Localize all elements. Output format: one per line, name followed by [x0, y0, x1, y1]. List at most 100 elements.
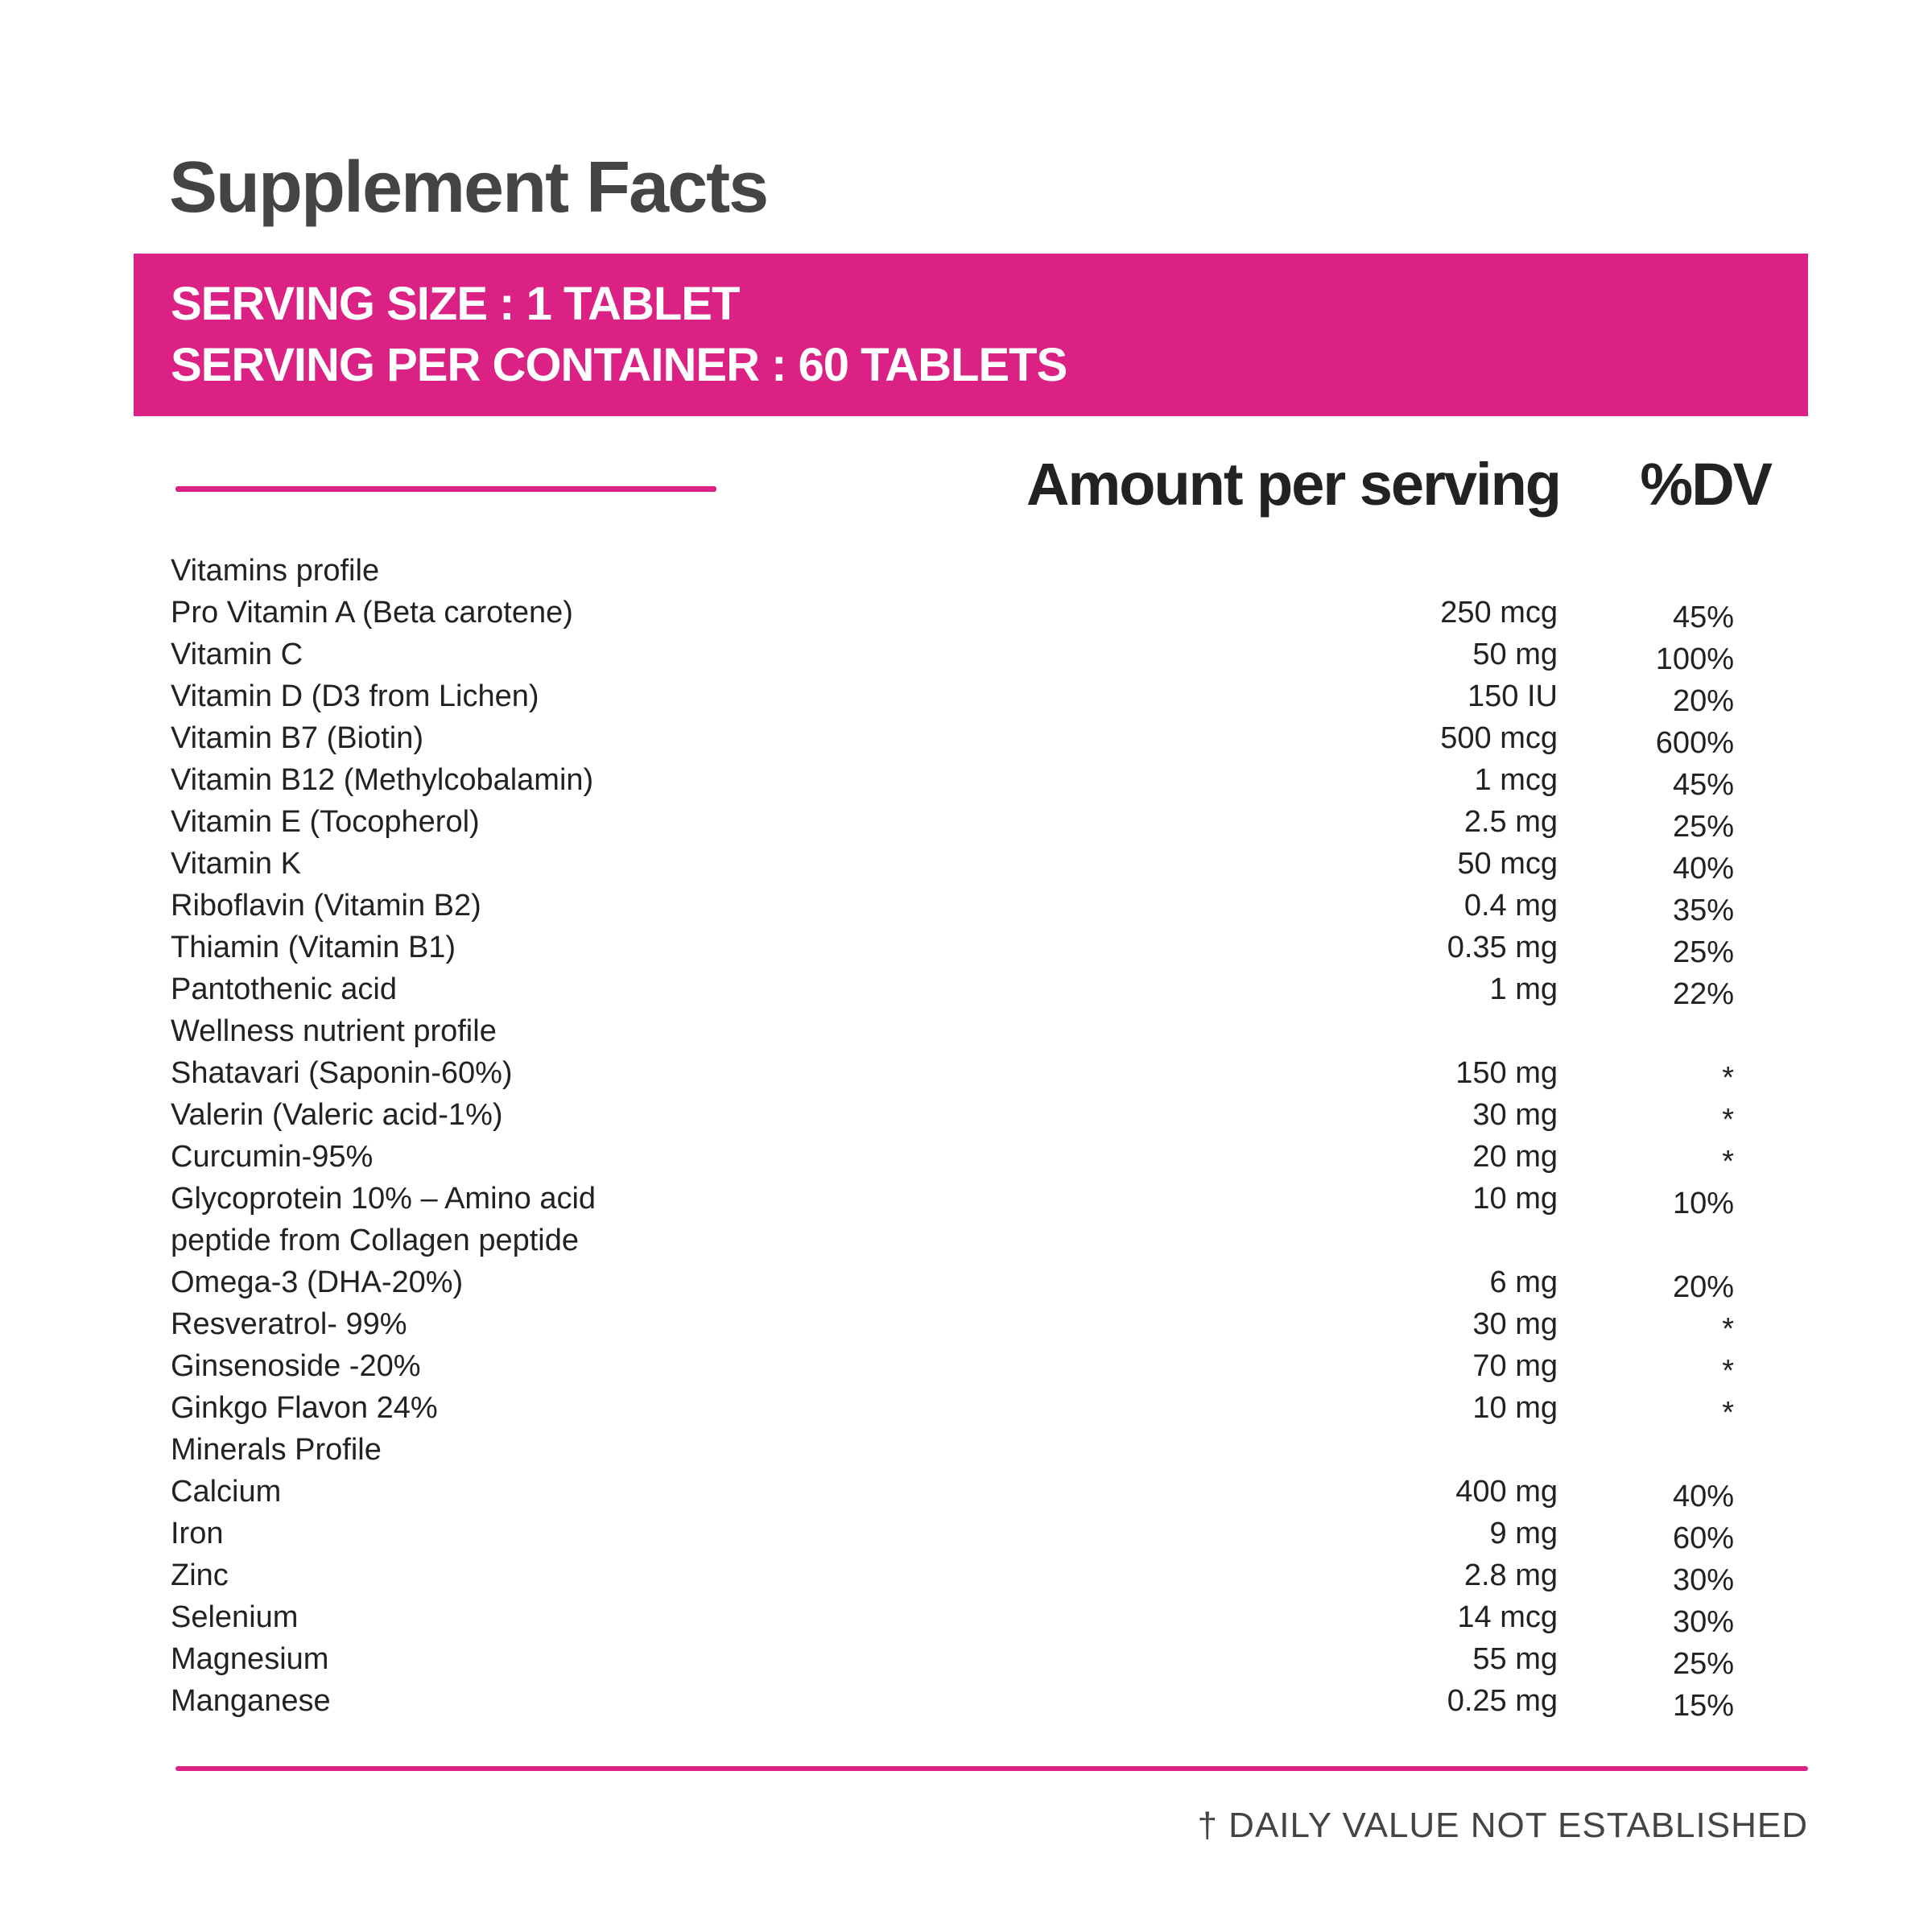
dv-value: 22% [1672, 977, 1734, 1011]
serving-size: SERVING SIZE : 1 TABLET [171, 278, 740, 330]
amount-value: 30 mg [1472, 1307, 1558, 1341]
table-row: Resveratrol- 99% 30 mg * [0, 1303, 1932, 1346]
nutrient-name: Iron [171, 1517, 224, 1550]
amount-value: 50 mcg [1457, 847, 1558, 881]
amount-value: 70 mg [1472, 1349, 1558, 1383]
dv-value: 45% [1672, 768, 1734, 802]
amount-value: 55 mg [1472, 1642, 1558, 1676]
nutrient-name: Resveratrol- 99% [171, 1307, 407, 1341]
dv-value: 25% [1672, 810, 1734, 844]
header-divider [175, 486, 716, 492]
table-row: Valerin (Valeric acid-1%) 30 mg * [0, 1094, 1932, 1137]
table-row: Magnesium 55 mg 25% [0, 1638, 1932, 1681]
table-row: Iron 9 mg 60% [0, 1513, 1932, 1555]
amount-value: 6 mg [1489, 1265, 1558, 1299]
dv-value: 40% [1672, 1480, 1734, 1513]
table-row: Glycoprotein 10% – Amino acid 10 mg 10% [0, 1178, 1932, 1220]
nutrient-name: Pantothenic acid [171, 972, 397, 1006]
nutrient-name: Shatavari (Saponin-60%) [171, 1056, 513, 1090]
amount-value: 0.25 mg [1447, 1684, 1558, 1718]
nutrient-name: Curcumin-95% [171, 1140, 374, 1174]
table-row: Thiamin (Vitamin B1) 0.35 mg 25% [0, 927, 1932, 969]
amount-value: 9 mg [1489, 1517, 1558, 1550]
dv-value: 60% [1672, 1521, 1734, 1555]
nutrient-name: Pro Vitamin A (Beta carotene) [171, 596, 573, 630]
amount-value: 2.5 mg [1463, 805, 1558, 839]
dv-value: * [1722, 1354, 1734, 1388]
amount-value: 400 mg [1455, 1475, 1558, 1509]
dv-value: * [1722, 1061, 1734, 1095]
table-row: Shatavari (Saponin-60%) 150 mg * [0, 1052, 1932, 1095]
table-row: Vitamin D (D3 from Lichen) 150 IU 20% [0, 675, 1932, 718]
amount-value: 0.4 mg [1463, 889, 1558, 923]
table-bottom-divider [175, 1766, 1808, 1771]
nutrient-name: Valerin (Valeric acid-1%) [171, 1098, 503, 1132]
nutrient-name: Calcium [171, 1475, 282, 1509]
amount-value: 10 mg [1472, 1391, 1558, 1425]
table-row: Ginsenoside -20% 70 mg * [0, 1345, 1932, 1388]
page-title: Supplement Facts [169, 147, 769, 228]
table-row: Vitamins profile [0, 550, 1932, 592]
table-row: Curcumin-95% 20 mg * [0, 1136, 1932, 1179]
nutrient-name: Ginkgo Flavon 24% [171, 1391, 438, 1425]
table-row: Ginkgo Flavon 24% 10 mg * [0, 1387, 1932, 1430]
nutrient-name: Vitamin B12 (Methylcobalamin) [171, 763, 594, 797]
nutrient-name: Selenium [171, 1600, 299, 1634]
nutrient-name: Glycoprotein 10% – Amino acid [171, 1182, 597, 1216]
dv-value: 30% [1672, 1563, 1734, 1597]
table-row: Selenium 14 mcg 30% [0, 1596, 1932, 1639]
dv-value: 600% [1655, 726, 1734, 760]
dv-value: 25% [1672, 935, 1734, 969]
nutrient-name: Ginsenoside -20% [171, 1349, 421, 1383]
dv-value: 20% [1672, 684, 1734, 718]
amount-value: 20 mg [1472, 1140, 1558, 1174]
dv-value: * [1722, 1396, 1734, 1430]
amount-value: 150 IU [1468, 679, 1558, 713]
amount-value: 30 mg [1472, 1098, 1558, 1132]
dv-value: 40% [1672, 852, 1734, 886]
dv-value: * [1722, 1145, 1734, 1179]
amount-value: 250 mcg [1440, 596, 1558, 630]
dv-value: * [1722, 1312, 1734, 1346]
amount-value: 150 mg [1455, 1056, 1558, 1090]
nutrient-name: Vitamin K [171, 847, 301, 881]
amount-value: 1 mg [1489, 972, 1558, 1006]
dv-value: 100% [1655, 642, 1734, 676]
dv-value: 15% [1672, 1689, 1734, 1723]
amount-value: 0.35 mg [1447, 931, 1558, 964]
dv-value: * [1722, 1103, 1734, 1137]
dv-value: 20% [1672, 1270, 1734, 1304]
table-row: Vitamin B7 (Biotin) 500 mcg 600% [0, 717, 1932, 760]
table-row: Calcium 400 mg 40% [0, 1471, 1932, 1513]
table-row: Vitamin B12 (Methylcobalamin) 1 mcg 45% [0, 759, 1932, 802]
nutrient-name: Thiamin (Vitamin B1) [171, 931, 456, 964]
table-row: Pro Vitamin A (Beta carotene) 250 mcg 45% [0, 592, 1932, 634]
nutrient-name: Riboflavin (Vitamin B2) [171, 889, 481, 923]
table-row: Manganese 0.25 mg 15% [0, 1680, 1932, 1723]
table-row: Omega-3 (DHA-20%) 6 mg 20% [0, 1261, 1932, 1304]
nutrient-name: peptide from Collagen peptide [171, 1224, 580, 1257]
nutrient-name: Vitamins profile [171, 554, 380, 588]
table-row: peptide from Collagen peptide [0, 1220, 1932, 1261]
nutrient-name: Magnesium [171, 1642, 329, 1676]
amount-value: 10 mg [1472, 1182, 1558, 1216]
amount-column-header: Amount per serving [1026, 451, 1562, 518]
dv-value: 45% [1672, 601, 1734, 634]
dv-value: 10% [1672, 1187, 1734, 1220]
table-row: Vitamin E (Tocopherol) 2.5 mg 25% [0, 801, 1932, 844]
table-row: Wellness nutrient profile [0, 1010, 1932, 1052]
footnote: † DAILY VALUE NOT ESTABLISHED [1197, 1806, 1808, 1845]
nutrient-name: Zinc [171, 1558, 229, 1592]
table-row: Zinc 2.8 mg 30% [0, 1554, 1932, 1597]
serving-banner: SERVING SIZE : 1 TABLET SERVING PER CONT… [134, 254, 1808, 416]
table-row: Pantothenic acid 1 mg 22% [0, 968, 1932, 1011]
amount-value: 14 mcg [1457, 1600, 1558, 1634]
amount-value: 50 mg [1472, 638, 1558, 671]
table-row: Vitamin K 50 mcg 40% [0, 843, 1932, 886]
nutrient-name: Omega-3 (DHA-20%) [171, 1265, 464, 1299]
table-row: Riboflavin (Vitamin B2) 0.4 mg 35% [0, 885, 1932, 927]
nutrient-name: Wellness nutrient profile [171, 1014, 497, 1048]
nutrient-table: Vitamins profile Pro Vitamin A (Beta caro… [0, 550, 1932, 1723]
nutrient-name: Vitamin E (Tocopherol) [171, 805, 480, 839]
nutrient-name: Manganese [171, 1684, 331, 1718]
